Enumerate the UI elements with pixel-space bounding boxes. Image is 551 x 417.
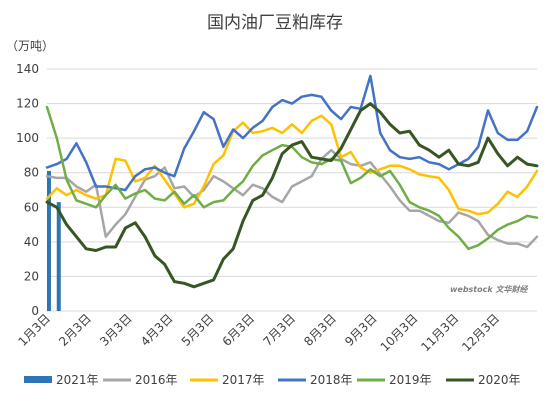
x-tick-label: 7月3日 <box>260 311 298 349</box>
series-line-2019 <box>45 105 539 251</box>
y-tick-label: 80 <box>24 166 39 180</box>
chart-title: 国内油厂豆粕库存 <box>207 13 343 33</box>
series-line-2017 <box>45 114 539 216</box>
y-tick-label: 60 <box>24 200 39 214</box>
legend-label-2016: 2016年 <box>135 373 178 387</box>
x-tick-label: 12月3日 <box>459 311 502 354</box>
y-tick-label: 20 <box>24 269 39 283</box>
x-tick-label: 3月3日 <box>97 311 135 349</box>
series-line-2020 <box>45 102 539 289</box>
y-tick-label: 0 <box>31 304 39 318</box>
x-tick-label: 10月3日 <box>378 311 421 354</box>
y-tick-label: 140 <box>16 62 39 76</box>
legend-label-2020: 2020年 <box>478 373 521 387</box>
bar-2021 <box>56 202 61 311</box>
bar-2021 <box>46 170 51 311</box>
x-tick-label: 2月3日 <box>56 311 94 349</box>
series-line-2016 <box>45 148 539 249</box>
y-axis-label: （万吨） <box>6 39 54 53</box>
x-tick-labels: 1月3日 2月3日 3月3日 4月3日 5月3日 6月3日 7月3日 8月3日 9月3日10月3… <box>15 311 502 354</box>
legend: 2021年 2016年 2017年 2018年 2019年 2020年 <box>24 373 521 387</box>
line-series <box>45 74 539 289</box>
x-tick-label: 6月3日 <box>220 311 258 349</box>
y-tick-labels: 0 20 40 60 80 100 120 140 <box>16 62 39 318</box>
legend-swatch-2021 <box>24 376 52 383</box>
x-tick-label: 9月3日 <box>342 311 380 349</box>
y-tick-label: 120 <box>16 97 39 111</box>
legend-label-2021: 2021年 <box>56 373 99 387</box>
bar-series <box>46 170 61 311</box>
watermark-text: webstock 文华财经 <box>450 285 528 294</box>
legend-label-2019: 2019年 <box>389 373 432 387</box>
y-tick-label: 100 <box>16 131 39 145</box>
series-line-2018 <box>45 74 539 192</box>
x-tick-label: 8月3日 <box>301 311 339 349</box>
legend-label-2017: 2017年 <box>222 373 265 387</box>
legend-label-2018: 2018年 <box>310 373 353 387</box>
x-tick-label: 5月3日 <box>179 311 217 349</box>
watermark: webstock 文华财经 <box>450 285 528 294</box>
x-tick-label: 4月3日 <box>138 311 176 349</box>
y-tick-label: 40 <box>24 235 39 249</box>
x-tick-label: 11月3日 <box>418 311 461 354</box>
